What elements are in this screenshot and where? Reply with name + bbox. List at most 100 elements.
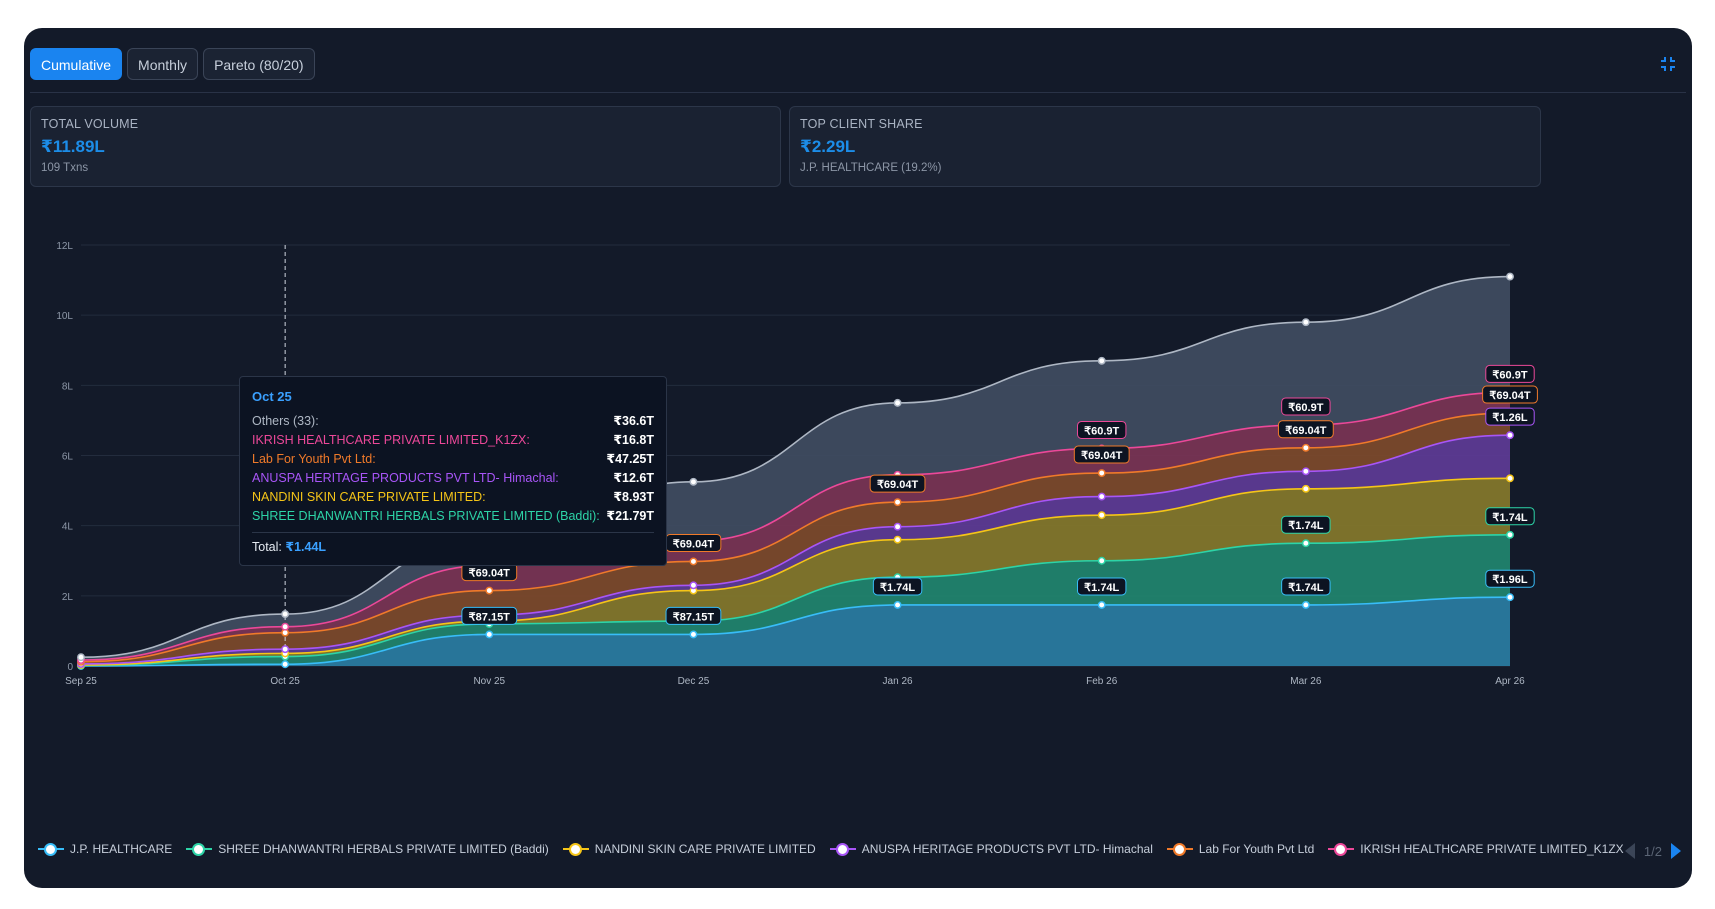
card-sub: J.P. HEALTHCARE (19.2%) xyxy=(800,162,942,174)
series-area xyxy=(81,478,1510,666)
data-point xyxy=(689,557,698,566)
data-label: ₹69.04T xyxy=(1081,450,1123,462)
legend-label: NANDINI SKIN CARE PRIVATE LIMITED xyxy=(594,842,816,856)
tooltip-row-label: Lab For Youth Pvt Ltd: xyxy=(252,452,376,466)
legend-label: SHREE DHANWANTRI HERBALS PRIVATE LIMITED… xyxy=(218,842,549,856)
data-label-box xyxy=(1485,569,1535,588)
top-client-share-card: TOP CLIENT SHARE ₹2.29L J.P. HEALTHCARE … xyxy=(789,106,1541,187)
next-page-icon[interactable] xyxy=(1670,842,1682,860)
legend-swatch xyxy=(38,842,64,856)
series-line xyxy=(80,533,1511,667)
data-label: ₹69.04T xyxy=(877,479,919,491)
data-label-box xyxy=(1077,420,1127,439)
y-tick-label: 4L xyxy=(62,522,74,533)
tooltip-row-value: ₹8.93T xyxy=(613,490,654,504)
data-point xyxy=(77,653,85,662)
data-label: ₹1.74L xyxy=(1288,520,1323,532)
data-point xyxy=(689,630,698,639)
data-point xyxy=(1097,469,1106,477)
card-value: ₹2.29L xyxy=(800,137,856,156)
view-tabs: Cumulative Monthly Pareto (80/20) xyxy=(30,48,315,80)
data-label: ₹69.04T xyxy=(1489,390,1531,402)
data-label-box xyxy=(1281,397,1331,416)
data-label-box xyxy=(1277,420,1334,439)
data-point xyxy=(1097,511,1106,520)
x-tick-label: Apr 26 xyxy=(1495,676,1525,687)
legend-label: Lab For Youth Pvt Ltd xyxy=(1198,842,1315,856)
legend-swatch xyxy=(186,842,213,856)
data-label-box xyxy=(1482,385,1538,404)
tooltip-row: ANUSPA HERITAGE PRODUCTS PVT LTD- Himach… xyxy=(252,469,654,488)
legend-label: J.P. HEALTHCARE xyxy=(70,842,173,856)
tab-cumulative[interactable]: Cumulative xyxy=(30,48,123,80)
x-tick-label: Jan 26 xyxy=(883,676,913,687)
card-label: TOP CLIENT SHARE xyxy=(800,117,923,131)
tooltip-row-value: ₹16.8T xyxy=(613,433,654,447)
data-point xyxy=(893,498,902,507)
y-tick-label: 10L xyxy=(56,311,73,322)
legend-swatch xyxy=(1328,842,1355,856)
legend-item[interactable]: J.P. HEALTHCARE xyxy=(38,842,172,856)
data-label: ₹87.15T xyxy=(469,611,511,623)
data-label-box xyxy=(872,577,923,596)
series-line xyxy=(80,477,1511,666)
data-label-box xyxy=(1485,364,1535,383)
tooltip-title: Oct 25 xyxy=(252,389,292,404)
legend-item[interactable]: SHREE DHANWANTRI HERBALS PRIVATE LIMITED… xyxy=(186,842,549,856)
data-label: ₹1.74L xyxy=(880,582,915,594)
legend-swatch xyxy=(562,842,589,856)
data-label-box xyxy=(1077,577,1127,596)
chart-panel: Cumulative Monthly Pareto (80/20) TOTAL … xyxy=(24,28,1692,888)
data-point xyxy=(485,630,494,639)
series-line xyxy=(80,391,1511,661)
data-point xyxy=(1301,467,1310,476)
data-point xyxy=(1097,556,1106,565)
series-area xyxy=(81,597,1510,666)
data-point xyxy=(1506,431,1514,440)
tabs-divider xyxy=(30,92,1686,93)
legend-item[interactable]: IKRISH HEALTHCARE PRIVATE LIMITED_K1ZX xyxy=(1328,842,1624,856)
y-tick-label: 6L xyxy=(62,452,74,463)
y-tick-label: 0 xyxy=(67,662,73,673)
data-point xyxy=(281,660,290,669)
data-label: ₹69.04T xyxy=(1285,425,1327,437)
legend-swatch xyxy=(1166,842,1193,856)
data-label: ₹1.74L xyxy=(1084,582,1119,594)
data-label-box xyxy=(1485,507,1535,526)
data-label: ₹1.74L xyxy=(1288,582,1323,594)
data-point xyxy=(1097,356,1106,365)
legend-label: IKRISH HEALTHCARE PRIVATE LIMITED_K1ZX xyxy=(1360,842,1624,856)
data-label: ₹1.26L xyxy=(1492,412,1527,424)
data-label-box xyxy=(1485,407,1535,426)
legend-item[interactable]: NANDINI SKIN CARE PRIVATE LIMITED xyxy=(562,842,816,856)
legend-swatch xyxy=(829,842,856,856)
collapse-icon[interactable] xyxy=(1658,54,1678,74)
x-tick-label: Dec 25 xyxy=(678,676,710,687)
legend-page-indicator: 1/2 xyxy=(1643,843,1662,859)
tooltip-row-value: ₹12.6T xyxy=(613,471,654,485)
data-point xyxy=(893,535,902,544)
prev-page-icon[interactable] xyxy=(1624,842,1636,860)
data-point xyxy=(893,522,902,531)
y-tick-label: 8L xyxy=(62,381,74,392)
series-line xyxy=(80,275,1511,659)
tooltip-row-value: ₹47.25T xyxy=(606,452,654,466)
tooltip-row-value: ₹36.6T xyxy=(613,414,654,428)
data-point xyxy=(1301,318,1310,327)
data-label: ₹69.04T xyxy=(469,568,511,580)
legend-label: ANUSPA HERITAGE PRODUCTS PVT LTD- Himach… xyxy=(861,842,1153,856)
data-point xyxy=(1301,484,1310,493)
data-label: ₹87.15T xyxy=(673,611,715,623)
tab-monthly[interactable]: Monthly xyxy=(127,48,199,80)
data-label-box xyxy=(1281,577,1331,596)
data-point xyxy=(1301,601,1310,609)
data-point xyxy=(893,601,902,609)
data-label-box xyxy=(461,606,518,625)
legend-item[interactable]: ANUSPA HERITAGE PRODUCTS PVT LTD- Himach… xyxy=(829,842,1153,856)
data-label: ₹60.9T xyxy=(1288,402,1323,414)
series-line xyxy=(80,412,1511,663)
y-tick-label: 2L xyxy=(62,592,74,603)
tab-pareto[interactable]: Pareto (80/20) xyxy=(203,48,315,80)
legend-item[interactable]: Lab For Youth Pvt Ltd xyxy=(1166,842,1315,856)
x-tick-label: Oct 25 xyxy=(270,676,300,687)
